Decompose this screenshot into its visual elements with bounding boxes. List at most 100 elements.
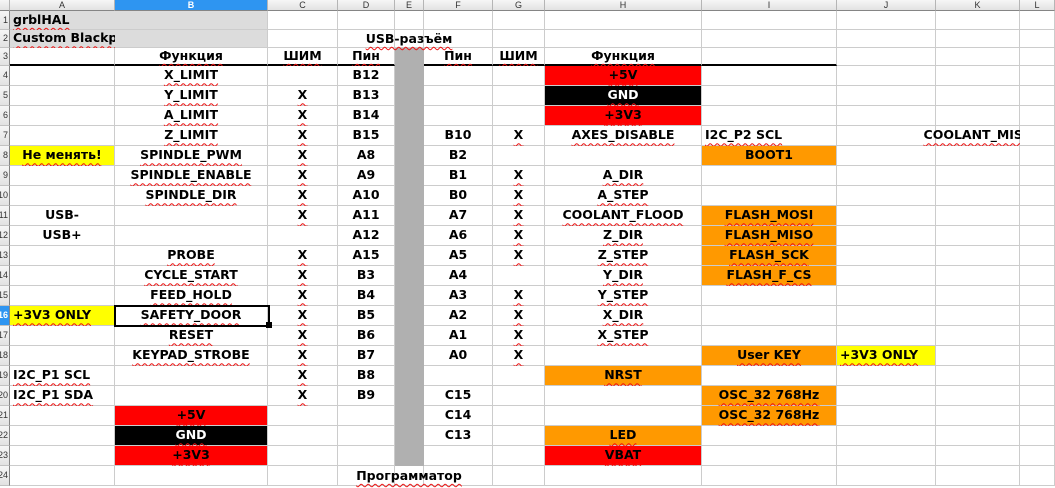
cell-A14[interactable] [10,266,115,286]
cell-I6[interactable] [702,106,837,126]
cell-J21[interactable] [837,406,936,426]
cell-H20[interactable] [545,386,702,406]
cell-J6[interactable] [837,106,936,126]
cell-F16[interactable]: A2 [424,306,493,326]
cell-C4[interactable] [268,66,338,86]
cell-C14[interactable]: X [268,266,338,286]
cell-L24[interactable] [1020,466,1055,486]
cell-G19[interactable] [493,366,545,386]
cell-A11[interactable]: USB- [10,206,115,226]
cell-I4[interactable] [702,66,837,86]
cell-F1[interactable] [424,11,493,30]
cell-A10[interactable] [10,186,115,206]
cell-I7[interactable]: I2C_P2 SCL [702,126,837,146]
cell-I13[interactable]: FLASH_SCK [702,246,837,266]
cell-L14[interactable] [1020,266,1055,286]
cell-A21[interactable] [10,406,115,426]
cell-J18[interactable]: +3V3 ONLY [837,346,936,366]
cell-F12[interactable]: A6 [424,226,493,246]
cell-I21[interactable]: OSC_32 768Hz [702,406,837,426]
cell-J2[interactable] [837,30,936,48]
cell-J20[interactable] [837,386,936,406]
cell-I10[interactable] [702,186,837,206]
cell-E11[interactable] [395,206,424,226]
cell-C21[interactable] [268,406,338,426]
column-header-F[interactable]: F [424,0,493,11]
cell-A23[interactable] [10,446,115,466]
cell-F11[interactable]: A7 [424,206,493,226]
cell-E3[interactable] [395,48,424,66]
cell-B20[interactable] [115,386,268,406]
cell-E21[interactable] [395,406,424,426]
cell-C17[interactable]: X [268,326,338,346]
cell-F21[interactable]: C14 [424,406,493,426]
cell-J24[interactable] [837,466,936,486]
cell-E17[interactable] [395,326,424,346]
cell-B23[interactable]: +3V3 [115,446,268,466]
cell-J14[interactable] [837,266,936,286]
cell-C24[interactable] [268,466,338,486]
cell-I5[interactable] [702,86,837,106]
cell-H11[interactable]: COOLANT_FLOOD [545,206,702,226]
cell-C23[interactable] [268,446,338,466]
cell-E23[interactable] [395,446,424,466]
cell-J15[interactable] [837,286,936,306]
cell-I9[interactable] [702,166,837,186]
cell-D22[interactable] [338,426,395,446]
cell-B19[interactable] [115,366,268,386]
cell-H16[interactable]: X_DIR [545,306,702,326]
cell-E9[interactable] [395,166,424,186]
cell-H23[interactable]: VBAT [545,446,702,466]
cell-J9[interactable] [837,166,936,186]
cell-J4[interactable] [837,66,936,86]
cell-L10[interactable] [1020,186,1055,206]
row-header-23[interactable]: 23 [0,446,10,466]
cell-J8[interactable] [837,146,936,166]
cell-H8[interactable] [545,146,702,166]
cell-I14[interactable]: FLASH_F_CS [702,266,837,286]
cell-D12[interactable]: A12 [338,226,395,246]
row-header-2[interactable]: 2 [0,30,10,48]
cell-A3[interactable] [10,48,115,66]
cell-G10[interactable]: X [493,186,545,206]
column-header-L[interactable]: L [1020,0,1055,11]
cell-C11[interactable]: X [268,206,338,226]
cell-F7[interactable]: B10 [424,126,493,146]
cell-C2[interactable] [268,30,338,48]
column-header-D[interactable]: D [338,0,395,11]
cell-H12[interactable]: Z_DIR [545,226,702,246]
cell-E15[interactable] [395,286,424,306]
cell-A24[interactable] [10,466,115,486]
cell-C13[interactable]: X [268,246,338,266]
cell-L16[interactable] [1020,306,1055,326]
cell-H4[interactable]: +5V [545,66,702,86]
row-header-10[interactable]: 10 [0,186,10,206]
cell-D14[interactable]: B3 [338,266,395,286]
cell-G13[interactable]: X [493,246,545,266]
cell-D5[interactable]: B13 [338,86,395,106]
cell-H19[interactable]: NRST [545,366,702,386]
cell-K17[interactable] [936,326,1020,346]
cell-B1[interactable] [115,11,268,30]
cell-H6[interactable]: +3V3 [545,106,702,126]
cell-I19[interactable] [702,366,837,386]
cell-C9[interactable]: X [268,166,338,186]
cell-L15[interactable] [1020,286,1055,306]
cell-F13[interactable]: A5 [424,246,493,266]
cell-F3[interactable]: Пин [424,48,493,66]
cell-B11[interactable] [115,206,268,226]
cell-H13[interactable]: Z_STEP [545,246,702,266]
cell-A9[interactable] [10,166,115,186]
cell-J1[interactable] [837,11,936,30]
cell-G20[interactable] [493,386,545,406]
row-header-7[interactable]: 7 [0,126,10,146]
cell-B6[interactable]: A_LIMIT [115,106,268,126]
cell-C22[interactable] [268,426,338,446]
cell-H3[interactable]: Функция [545,48,702,66]
cell-A4[interactable] [10,66,115,86]
cell-F10[interactable]: B0 [424,186,493,206]
cell-G9[interactable]: X [493,166,545,186]
cell-J23[interactable] [837,446,936,466]
cell-A8[interactable]: Не менять! [10,146,115,166]
cell-K22[interactable] [936,426,1020,446]
